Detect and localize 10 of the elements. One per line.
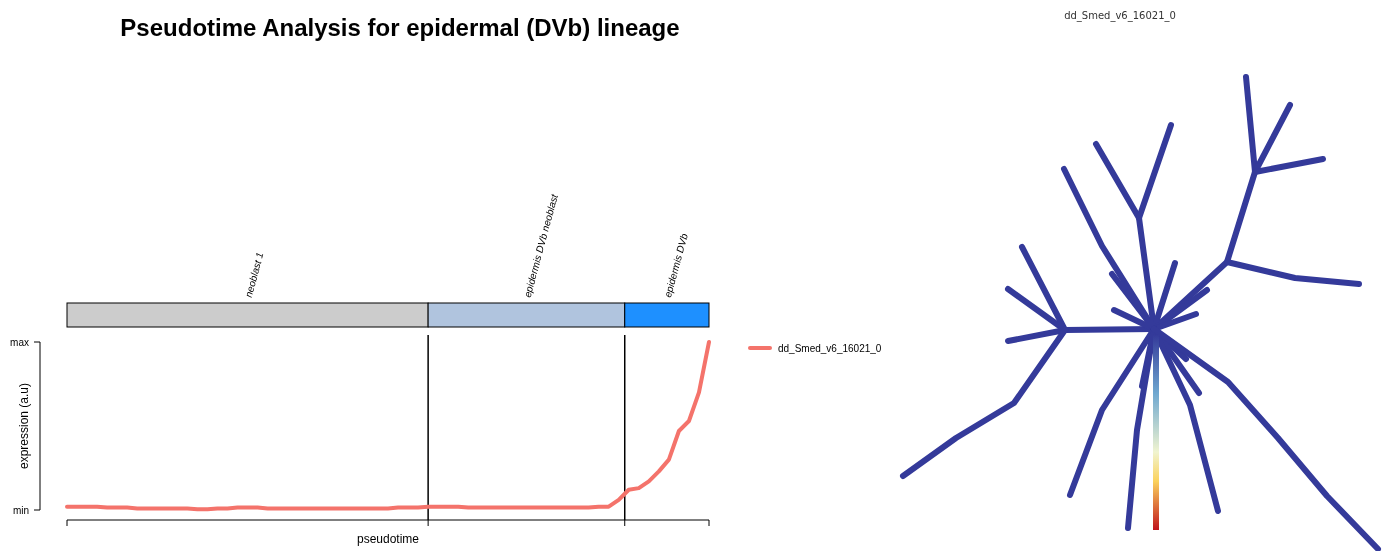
text: min [12,505,29,516]
text: max [10,337,29,348]
text: dd_Smed_v6_16021_0 [1064,10,1176,22]
text: epidermis DVb [662,231,690,299]
legend-label: dd_Smed_v6_16021_0 [778,342,882,354]
y-axis-title: expression (a.u) [17,382,31,470]
text: neoblast 1 [242,251,266,299]
chart-title: Pseudotime Analysis for epidermal (DVb) lineage [120,14,680,41]
x-axis-title: pseudotime [356,532,420,546]
text: epidermis DVb neoblast [521,191,561,299]
